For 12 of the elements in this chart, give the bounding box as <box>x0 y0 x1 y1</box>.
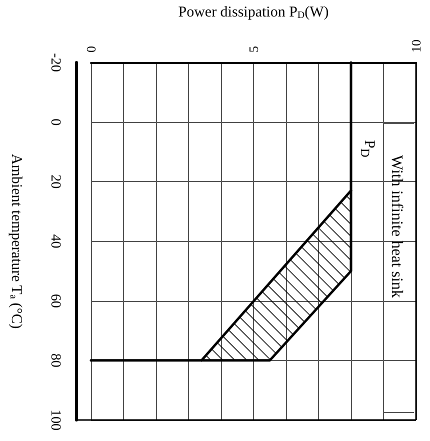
y-tick-label: 80 <box>48 353 62 368</box>
y-tick-label: -20 <box>48 53 62 72</box>
y-tick-label: 20 <box>48 174 62 189</box>
x-tick-label: 10 <box>408 40 424 52</box>
y-tick-label: 40 <box>48 234 62 248</box>
y-tick-label: 60 <box>48 294 62 308</box>
annotation: With infinite heat sink <box>387 155 406 298</box>
x-tick-label: 5 <box>246 46 261 52</box>
x-tick-label: 0 <box>84 46 98 52</box>
y-axis-title: Ambient temperature Ta (°C) <box>8 154 24 329</box>
y-tick-label: 0 <box>48 118 62 126</box>
y-tick-label: 100 <box>48 410 62 430</box>
